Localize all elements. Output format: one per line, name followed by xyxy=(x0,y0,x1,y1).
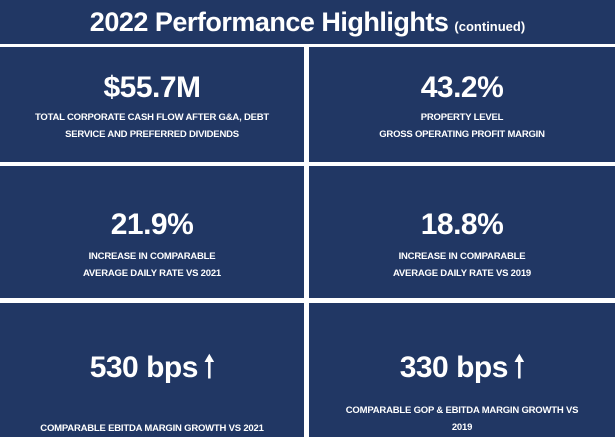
highlight-value: 330 bps xyxy=(399,351,509,384)
highlight-gop-margin: 43.2% PROPERTY LEVEL GROSS OPERATING PRO… xyxy=(309,47,615,162)
title-sub: (continued) xyxy=(454,18,526,34)
highlight-caption-line: PROPERTY LEVEL xyxy=(420,112,504,123)
highlight-adr-2021: 21.9% INCREASE IN COMPARABLE AVERAGE DAI… xyxy=(0,166,304,298)
page-title: 2022 Performance Highlights (continued) xyxy=(0,0,615,44)
highlight-value: $55.7M xyxy=(103,71,201,104)
highlight-value-row: 530 bps 🠑 xyxy=(90,345,215,396)
highlight-value-row: 330 bps 🠑 xyxy=(400,345,525,396)
highlight-caption-line: 2019 xyxy=(451,422,473,433)
highlight-caption-line: COMPARABLE EBITDA MARGIN GROWTH VS 2021 xyxy=(40,423,264,434)
arrow-up-icon: 🠑 xyxy=(513,351,525,384)
highlight-caption-line: COMPARABLE GOP & EBITDA MARGIN GROWTH VS xyxy=(345,405,579,416)
highlight-cash-flow: $55.7M TOTAL CORPORATE CASH FLOW AFTER G… xyxy=(0,47,304,162)
highlight-ebitda-growth: 530 bps 🠑 COMPARABLE EBITDA MARGIN GROWTH… xyxy=(0,303,304,437)
highlight-value: 18.8% xyxy=(420,208,504,241)
arrow-up-icon: 🠑 xyxy=(203,351,215,384)
highlight-value: 43.2% xyxy=(420,71,504,104)
highlight-value: 530 bps xyxy=(89,351,199,384)
title-main: 2022 Performance Highlights xyxy=(89,6,449,37)
highlight-caption-line: INCREASE IN COMPARABLE xyxy=(88,251,216,262)
highlight-caption-line: GROSS OPERATING PROFIT MARGIN xyxy=(379,129,545,140)
highlight-value: 21.9% xyxy=(110,208,194,241)
highlight-caption-line: TOTAL CORPORATE CASH FLOW AFTER G&A, DEB… xyxy=(34,112,270,123)
highlight-adr-2019: 18.8% INCREASE IN COMPARABLE AVERAGE DAI… xyxy=(309,166,615,298)
highlight-gop-ebitda-growth: 330 bps 🠑 COMPARABLE GOP & EBITDA MARGIN … xyxy=(309,303,615,437)
highlight-caption-line: SERVICE AND PREFERRED DIVIDENDS xyxy=(65,129,239,140)
highlight-caption-line: AVERAGE DAILY RATE VS 2019 xyxy=(392,268,532,279)
highlight-caption-line: AVERAGE DAILY RATE VS 2021 xyxy=(82,268,222,279)
highlight-caption-line: INCREASE IN COMPARABLE xyxy=(398,251,526,262)
